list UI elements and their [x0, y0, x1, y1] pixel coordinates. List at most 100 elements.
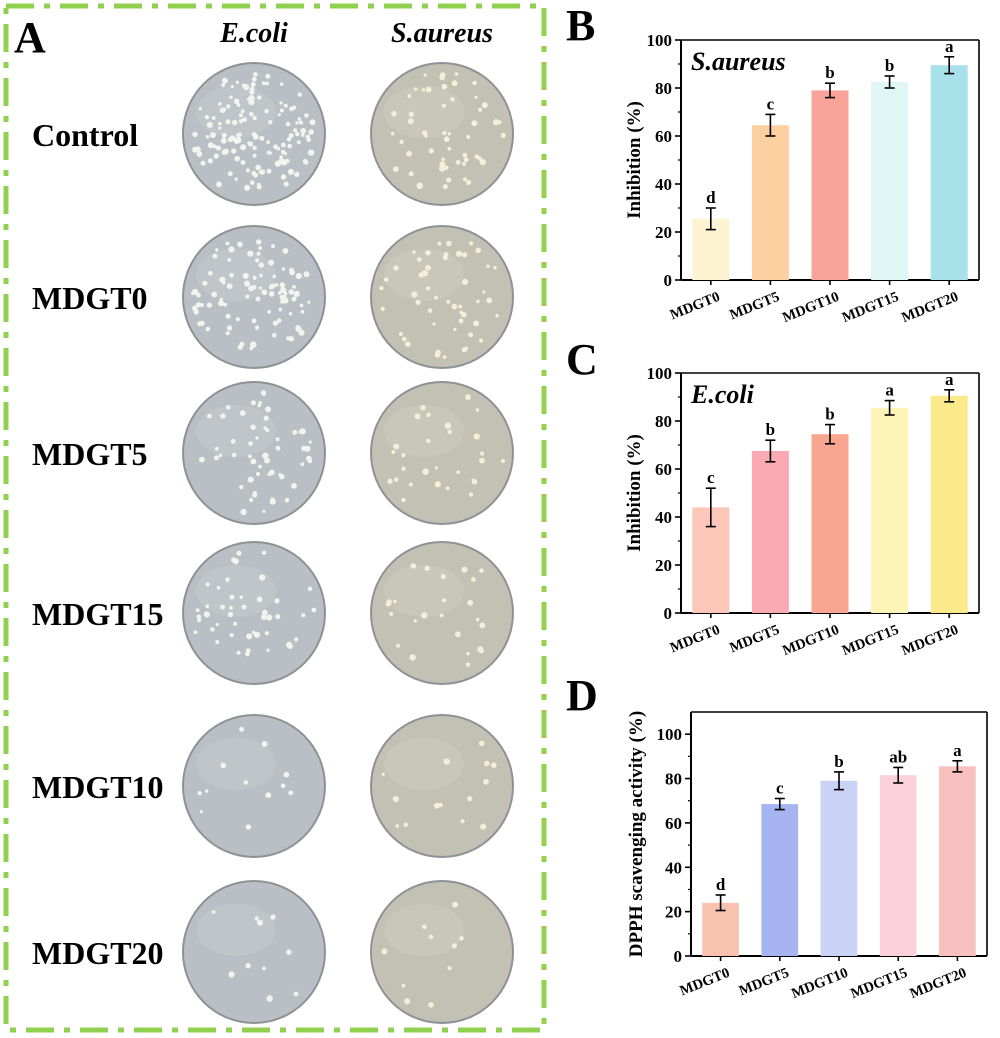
bacterial-colony [199, 810, 203, 814]
x-tick-label: MDGT5 [737, 965, 792, 999]
bacterial-colony [455, 250, 463, 257]
bacterial-colony [258, 246, 263, 250]
significance-label: d [716, 875, 726, 894]
significance-label: c [707, 468, 715, 487]
bacterial-colony [480, 823, 487, 830]
bacterial-colony [275, 437, 280, 442]
bacterial-colony [458, 318, 464, 324]
bacterial-colony [298, 329, 305, 336]
bacterial-colony [478, 107, 483, 112]
significance-label: d [706, 188, 716, 207]
bacterial-colony [200, 160, 206, 166]
bacterial-colony [454, 72, 459, 76]
bacterial-colony [459, 936, 464, 941]
bacterial-colony [295, 121, 299, 125]
bacterial-colony [215, 623, 219, 627]
bacterial-colony [478, 648, 484, 654]
bacterial-colony [256, 251, 261, 256]
bacterial-colony [197, 321, 203, 327]
y-tick-label: 0 [664, 271, 673, 290]
bacterial-colony [297, 117, 302, 121]
plate-glare [384, 86, 464, 138]
y-tick-label: 40 [655, 175, 672, 194]
bacterial-colony [307, 586, 313, 591]
bacterial-colony [283, 103, 288, 108]
bacterial-colony [408, 111, 414, 117]
bacterial-colony [480, 451, 485, 456]
bacterial-colony [286, 336, 291, 341]
bacterial-colony [476, 299, 480, 304]
bacterial-colony [215, 248, 219, 252]
y-axis-label: Inhibition (%) [624, 101, 645, 219]
bacterial-colony [265, 428, 270, 433]
bacterial-colony [274, 598, 280, 604]
bacterial-colony [251, 630, 256, 635]
bacterial-colony [465, 394, 471, 401]
bacterial-colony [461, 347, 467, 353]
column-header-ecoli: E.coli [219, 18, 288, 49]
bacterial-colony [424, 565, 430, 572]
bacterial-colony [252, 153, 257, 158]
bacterial-colony [252, 145, 257, 151]
bacterial-colony [428, 148, 434, 154]
bacterial-colony [262, 392, 266, 397]
bacterial-colony [393, 265, 399, 271]
bacterial-colony [247, 250, 254, 257]
bacterial-colony [462, 152, 468, 158]
bacterial-colony [479, 568, 484, 573]
bacterial-colony [257, 403, 262, 408]
bacterial-colony [301, 133, 305, 137]
bacterial-colony [212, 253, 218, 259]
panel-a-letter: A [14, 13, 46, 62]
bacterial-colony [218, 126, 222, 130]
bacterial-colony [286, 137, 292, 142]
bacterial-colony [497, 120, 502, 125]
y-tick-label: 60 [655, 127, 672, 146]
bacterial-colony [211, 116, 216, 120]
bacterial-colony [307, 300, 311, 304]
bacterial-colony [250, 458, 257, 465]
bacterial-colony [257, 184, 262, 190]
bacterial-colony [401, 466, 406, 471]
bar-mdgt10 [811, 434, 849, 613]
bacterial-colony [471, 577, 476, 582]
bacterial-colony [287, 643, 293, 650]
bacterial-colony [270, 497, 275, 502]
row-label: Control [32, 117, 138, 153]
bacterial-colony [423, 73, 427, 77]
bacterial-colony [206, 302, 213, 308]
bacterial-colony [235, 80, 240, 85]
bacterial-colony [281, 267, 286, 271]
y-axis-label: DPPH scavenging activity (%) [626, 711, 647, 957]
column-header-saureus: S.aureus [391, 18, 493, 49]
plate-row: MDGT5 [32, 381, 514, 525]
bacterial-colony [407, 94, 412, 98]
bacterial-colony [483, 778, 489, 785]
bacterial-colony [292, 285, 296, 289]
bacterial-colony [252, 115, 257, 121]
plate-glare [384, 565, 464, 617]
bacterial-colony [239, 485, 244, 490]
bacterial-colony [265, 73, 271, 79]
bacterial-colony [235, 137, 242, 144]
bacterial-colony [462, 161, 467, 166]
bacterial-colony [195, 608, 200, 613]
bacterial-colony [246, 97, 251, 101]
bacterial-colony [284, 158, 290, 164]
bacterial-colony [279, 101, 283, 105]
bacterial-colony [467, 796, 473, 802]
bacterial-colony [420, 405, 426, 411]
bacterial-colony [257, 919, 263, 926]
bacterial-colony [216, 145, 222, 151]
bacterial-colony [395, 824, 400, 828]
bacterial-colony [222, 107, 227, 112]
bacterial-colony [203, 611, 210, 618]
bacterial-colony [442, 598, 447, 603]
bacterial-colony [475, 617, 480, 622]
y-tick-label: 0 [664, 604, 673, 623]
bacterial-colony [239, 726, 245, 732]
bacterial-colony [401, 336, 407, 342]
bacterial-colony [409, 654, 416, 661]
bacterial-colony [255, 436, 259, 440]
significance-label: b [825, 405, 834, 424]
